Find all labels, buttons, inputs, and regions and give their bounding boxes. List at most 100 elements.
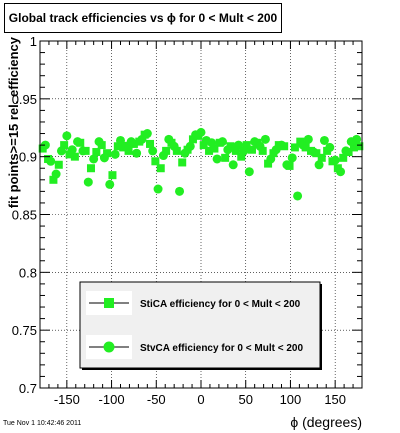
data-point-sti [172, 146, 181, 155]
legend: StiCA efficiency for 0 < Mult < 200 StvCA… [79, 281, 322, 370]
y-tick-label: 0.8 [19, 265, 37, 280]
data-point-stv [352, 134, 362, 144]
data-point-stv [282, 160, 292, 170]
data-point-sti [317, 153, 326, 162]
data-point-sti [355, 142, 364, 151]
data-point-stv [51, 169, 61, 179]
y-tick-label: 0.75 [12, 323, 37, 338]
data-point-stv [46, 156, 56, 166]
data-point-stv [217, 137, 227, 147]
data-point-sti [290, 143, 299, 152]
y-tick-label: 1 [30, 34, 37, 49]
y-tick-label: 0.85 [12, 208, 37, 223]
legend-marker-stv [103, 341, 115, 353]
data-point-stv [153, 184, 163, 194]
data-point-sti [178, 158, 187, 167]
y-tick-label: 0.7 [19, 381, 37, 396]
data-point-sti [60, 141, 69, 150]
data-point-stv [287, 153, 297, 163]
data-point-stv [336, 167, 346, 177]
data-point-sti [205, 146, 214, 155]
timestamp: Tue Nov 1 10:42:46 2011 [3, 420, 82, 427]
chart-title: Global track efficiencies vs ϕ for 0 < M… [8, 11, 278, 25]
data-point-sti [103, 149, 112, 158]
grid-lines [40, 40, 362, 389]
data-point-stv [298, 140, 308, 150]
data-point-stv [164, 134, 174, 144]
data-point-stv [207, 138, 217, 148]
data-point-stv [175, 186, 185, 196]
data-point-sti [210, 144, 219, 153]
legend-label: StiCA efficiency for 0 < Mult < 200 [140, 299, 301, 310]
x-tick-label: -150 [54, 392, 80, 407]
data-point-sti [49, 175, 58, 184]
data-point-stv [132, 148, 142, 158]
data-point-stv [73, 137, 83, 147]
data-point-stv [277, 140, 286, 150]
data-point-stv [314, 160, 324, 170]
data-point-sti [242, 141, 251, 150]
data-point-stv [126, 137, 136, 147]
data-point-sti [156, 164, 165, 173]
data-point-stv [303, 134, 313, 144]
data-point-sti [231, 146, 240, 155]
y-tick-label: 0.95 [12, 92, 37, 107]
data-point-sti [264, 159, 273, 168]
legend-marker-sti [104, 298, 114, 308]
data-point-stv [212, 154, 222, 164]
data-point-sti [339, 153, 348, 162]
y-tick-label: 0.9 [19, 150, 37, 165]
data-point-sti [86, 164, 95, 173]
data-point-sti [54, 160, 63, 169]
data-point-sti [70, 152, 79, 161]
data-point-stv [158, 151, 168, 161]
data-point-stv [83, 177, 93, 187]
data-point-stv [142, 129, 152, 139]
data-point-sti [349, 143, 358, 152]
data-point-stv [196, 127, 206, 137]
data-point-sti [113, 142, 122, 151]
data-point-sti [237, 152, 246, 161]
data-point-stv [330, 155, 340, 165]
data-point-stv [266, 154, 276, 164]
data-point-stv [239, 146, 249, 156]
data-point-stv [62, 131, 72, 141]
data-point-sti [146, 139, 155, 148]
data-point-stv [89, 154, 99, 164]
data-point-stv [309, 147, 319, 157]
data-point-stv [169, 141, 179, 151]
data-point-stv [223, 145, 233, 155]
data-point-stv [319, 135, 329, 145]
data-point-stv [40, 140, 50, 150]
data-point-stv [255, 141, 265, 151]
data-point-sti [247, 145, 256, 154]
data-point-sti [162, 146, 171, 155]
data-point-stv [148, 146, 158, 156]
data-point-stv [110, 149, 120, 159]
x-tick-label: 100 [280, 392, 302, 407]
data-point-stv [116, 135, 125, 145]
data-point-stv [137, 134, 147, 144]
x-tick-label: 150 [324, 392, 346, 407]
data-point-sti [221, 153, 230, 162]
x-axis-label: ϕ (degrees) [290, 414, 362, 430]
data-point-sti [108, 171, 117, 180]
data-point-stv [228, 160, 238, 170]
data-point-stv [185, 141, 195, 151]
x-tick-label: 50 [238, 392, 252, 407]
data-point-sti [199, 141, 208, 150]
data-point-stv [78, 146, 88, 156]
data-point-stv [180, 148, 190, 158]
data-point-stv [341, 146, 351, 156]
data-point-sti [188, 135, 197, 144]
y-axis-label: fit points>=15 rel. efficiency [6, 36, 21, 208]
data-point-sti [258, 146, 267, 155]
data-point-sti [124, 146, 133, 155]
data-point-stv [99, 153, 109, 163]
data-points [38, 127, 364, 201]
data-point-stv [94, 137, 104, 147]
chart-title-box: Global track efficiencies vs ϕ for 0 < M… [4, 3, 282, 33]
data-point-stv [325, 142, 335, 152]
data-point-stv [105, 179, 115, 189]
